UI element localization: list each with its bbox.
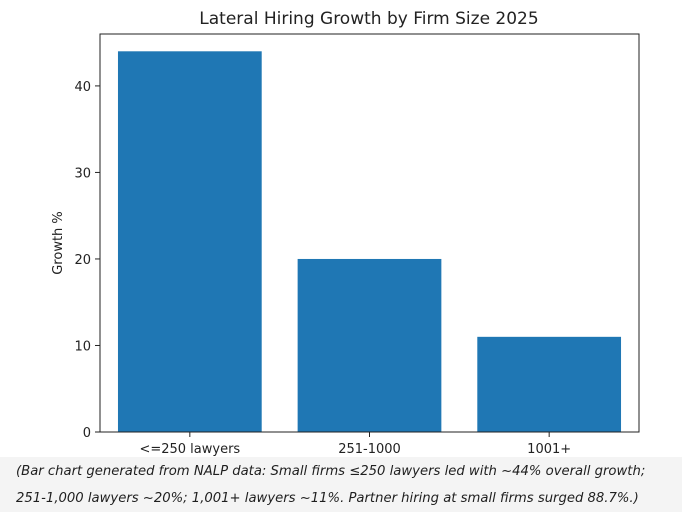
bar — [117, 51, 262, 433]
x-tick-label: <=250 lawyers — [139, 442, 240, 457]
ticks-layer: <=250 lawyers 251-1000 1001+ 0 10 20 30 40 — [74, 80, 571, 457]
bar-chart: Lateral Hiring Growth by Firm Size 2025 … — [51, 9, 640, 457]
bars-layer — [117, 51, 622, 433]
y-tick-label: 0 — [83, 426, 91, 441]
y-tick-label: 40 — [74, 80, 91, 95]
y-tick-label: 20 — [74, 253, 91, 268]
y-axis-label: Growth % — [51, 211, 66, 275]
chart-caption: (Bar chart generated from NALP data: Sma… — [16, 464, 646, 506]
chart-figure: Lateral Hiring Growth by Firm Size 2025 … — [0, 0, 682, 457]
bar — [477, 336, 622, 432]
x-tick-label: 1001+ — [527, 442, 571, 457]
y-tick-label: 10 — [74, 339, 91, 354]
bar — [297, 258, 442, 432]
y-tick-label: 30 — [74, 166, 91, 181]
plot-area-frame — [99, 33, 640, 433]
x-tick-label: 251-1000 — [338, 442, 401, 457]
chart-title: Lateral Hiring Growth by Firm Size 2025 — [199, 9, 538, 29]
